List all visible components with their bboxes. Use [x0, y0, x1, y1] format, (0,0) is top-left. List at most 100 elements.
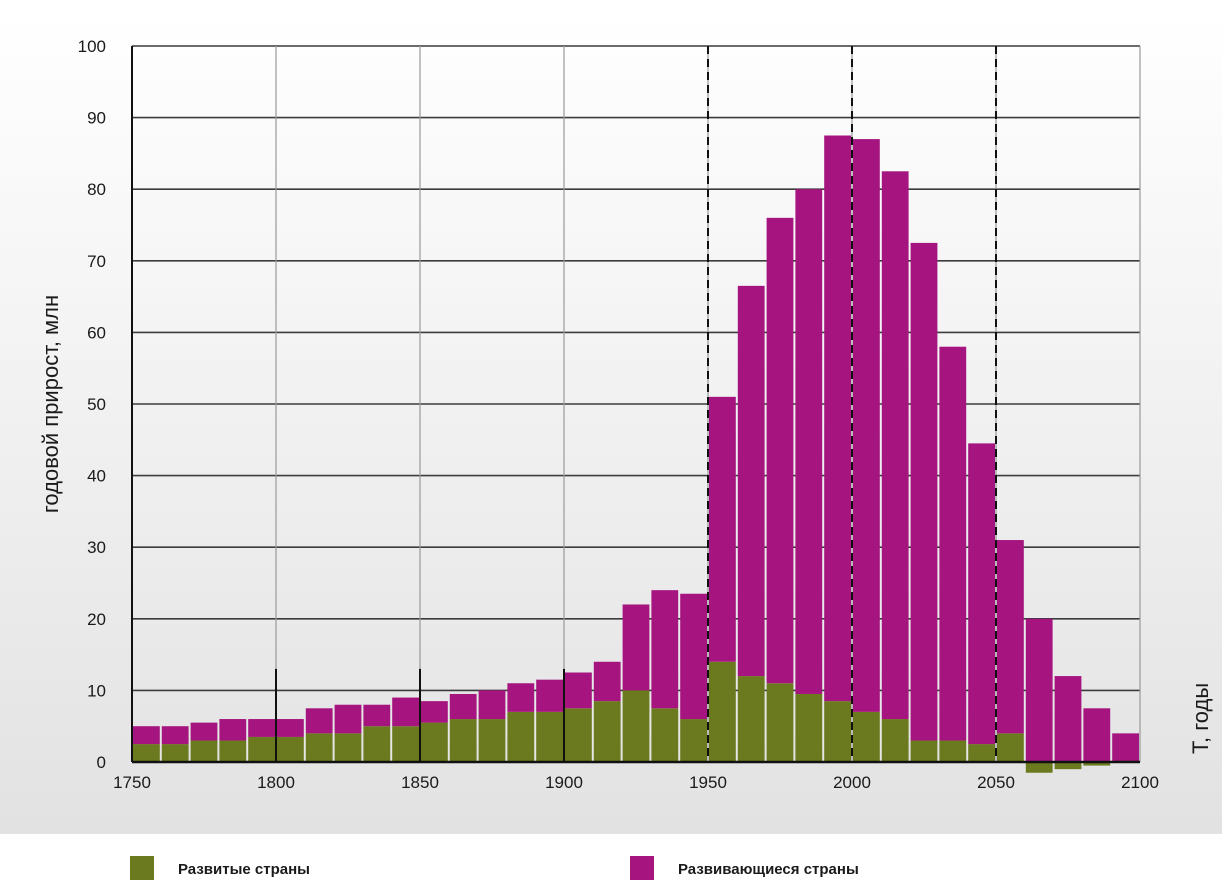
bar-developed-countries — [277, 736, 304, 762]
bar-developing-countries — [190, 722, 218, 741]
bar-developed-countries — [565, 708, 592, 762]
legend-label: Развивающиеся страны — [678, 861, 859, 878]
bar-developed-countries — [824, 701, 851, 762]
y-tick-label: 10 — [87, 681, 106, 700]
x-tick-label: 1900 — [545, 773, 583, 792]
bar-developing-countries — [392, 697, 419, 727]
bar-developed-countries — [766, 683, 794, 762]
y-tick-label: 70 — [87, 252, 106, 271]
bar-developing-countries — [997, 540, 1024, 734]
y-tick-label: 60 — [87, 323, 106, 342]
bar-developing-countries — [536, 679, 563, 712]
bar-developing-countries — [709, 396, 736, 662]
bar-developed-countries — [709, 661, 736, 762]
bar-developed-countries — [161, 744, 189, 762]
bar-developing-countries — [824, 135, 851, 702]
bar-developed-countries — [536, 711, 563, 762]
y-tick-label: 0 — [97, 753, 106, 772]
bar-developed-countries — [968, 744, 995, 762]
x-tick-label: 2100 — [1121, 773, 1159, 792]
legend-swatch — [630, 856, 654, 880]
bar-developing-countries — [161, 726, 189, 745]
bar-developing-countries — [1054, 676, 1082, 762]
bar-developing-countries — [1083, 708, 1111, 762]
bar-developing-countries — [939, 346, 967, 741]
x-tick-label: 1750 — [113, 773, 151, 792]
bar-developed-countries — [853, 711, 880, 762]
bar-developing-countries — [910, 242, 938, 741]
bar-developed-countries — [190, 740, 218, 762]
bar-developed-countries — [1083, 762, 1111, 766]
bar-developing-countries — [1025, 618, 1053, 762]
bar-developing-countries — [1112, 733, 1139, 762]
y-tick-label: 20 — [87, 610, 106, 629]
legend-swatch — [130, 856, 154, 880]
bar-developed-countries — [421, 722, 448, 762]
bar-developing-countries — [449, 693, 477, 720]
x-tick-label: 2000 — [833, 773, 871, 792]
bar-developed-countries — [248, 736, 275, 762]
bar-developed-countries — [392, 726, 419, 762]
bar-developing-countries — [478, 690, 506, 720]
bar-developing-countries — [219, 719, 247, 741]
y-axis-title: годовой прирост, млн — [38, 295, 63, 513]
legend-label: Развитые страны — [178, 861, 310, 878]
bar-developing-countries — [853, 139, 880, 712]
bar-developed-countries — [305, 733, 333, 762]
bar-developing-countries — [334, 704, 362, 734]
y-tick-label: 40 — [87, 467, 106, 486]
grid-lines — [132, 45, 1141, 762]
bar-developed-countries — [449, 719, 477, 762]
x-tick-label: 1950 — [689, 773, 727, 792]
bar-developed-countries — [1054, 762, 1082, 770]
bar-developed-countries — [910, 740, 938, 762]
bar-developed-countries — [219, 740, 247, 762]
bar-developed-countries — [737, 676, 765, 762]
bar-developing-countries — [651, 590, 679, 709]
bar-developed-countries — [478, 719, 506, 762]
bar-developing-countries — [421, 701, 448, 723]
bar-developed-countries — [997, 733, 1024, 762]
y-tick-label: 50 — [87, 395, 106, 414]
bar-developing-countries — [766, 217, 794, 684]
bar-developed-countries — [133, 744, 160, 762]
bar-developing-countries — [277, 719, 304, 737]
bar-developing-countries — [737, 285, 765, 677]
x-tick-label: 1800 — [257, 773, 295, 792]
bar-developing-countries — [305, 708, 333, 734]
bar-developing-countries — [795, 189, 823, 694]
x-tick-label: 2050 — [977, 773, 1015, 792]
bar-developing-countries — [881, 171, 909, 720]
bar-developing-countries — [968, 443, 995, 745]
bar-developing-countries — [507, 683, 535, 712]
x-tick-label: 1850 — [401, 773, 439, 792]
bar-developed-countries — [622, 690, 650, 762]
bar-developing-countries — [593, 661, 621, 702]
bar-developing-countries — [133, 726, 160, 745]
tick-labels: 0 10 20 30 40 50 60 70 80 90 100 1750 1800 1850 1900 19… — [78, 37, 1159, 792]
legend: Развитые страны Развивающиеся страны — [130, 856, 859, 880]
bar-developed-countries — [795, 693, 823, 762]
bar-developed-countries — [881, 719, 909, 762]
y-tick-label: 90 — [87, 109, 106, 128]
bar-developing-countries — [565, 672, 592, 709]
y-tick-label: 80 — [87, 180, 106, 199]
x-axis-title: Т, годы — [1188, 683, 1213, 754]
bar-developing-countries — [248, 719, 275, 737]
bar-developed-countries — [680, 719, 707, 762]
y-tick-label: 30 — [87, 538, 106, 557]
bar-developed-countries — [651, 708, 679, 762]
axes — [131, 46, 1140, 764]
y-tick-label: 100 — [78, 37, 106, 56]
bar-developed-countries — [593, 701, 621, 762]
bar-developed-countries — [334, 733, 362, 762]
bar-developed-countries — [363, 726, 391, 762]
bar-developed-countries — [1025, 762, 1053, 773]
bar-developing-countries — [622, 604, 650, 691]
bars — [133, 46, 1139, 773]
bar-developing-countries — [363, 704, 391, 727]
bar-developed-countries — [507, 711, 535, 762]
bar-developed-countries — [939, 740, 967, 762]
